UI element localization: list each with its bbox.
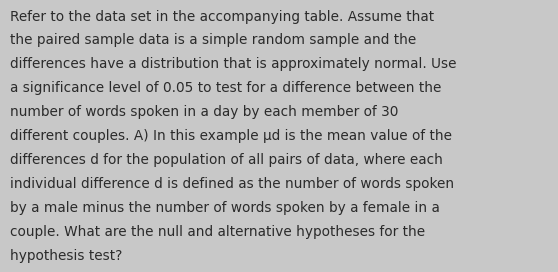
Text: Refer to the data set in the accompanying table. Assume that: Refer to the data set in the accompanyin…	[10, 10, 434, 23]
Text: by a male minus the number of words spoken by a female in a: by a male minus the number of words spok…	[10, 201, 440, 215]
Text: the paired sample data is a simple random sample and the: the paired sample data is a simple rando…	[10, 33, 416, 47]
Text: couple. What are the null and alternative hypotheses for the: couple. What are the null and alternativ…	[10, 225, 425, 239]
Text: differences have a distribution that is approximately normal. Use: differences have a distribution that is …	[10, 57, 456, 71]
Text: hypothesis test?: hypothesis test?	[10, 249, 122, 263]
Text: a significance level of 0.05 to test for a difference between the: a significance level of 0.05 to test for…	[10, 81, 441, 95]
Text: differences d for the population of all pairs of data, where each: differences d for the population of all …	[10, 153, 443, 167]
Text: number of words spoken in a day by each member of 30: number of words spoken in a day by each …	[10, 105, 398, 119]
Text: individual difference d is defined as the number of words spoken: individual difference d is defined as th…	[10, 177, 454, 191]
Text: different couples. A) In this example μd is the mean value of the: different couples. A) In this example μd…	[10, 129, 452, 143]
